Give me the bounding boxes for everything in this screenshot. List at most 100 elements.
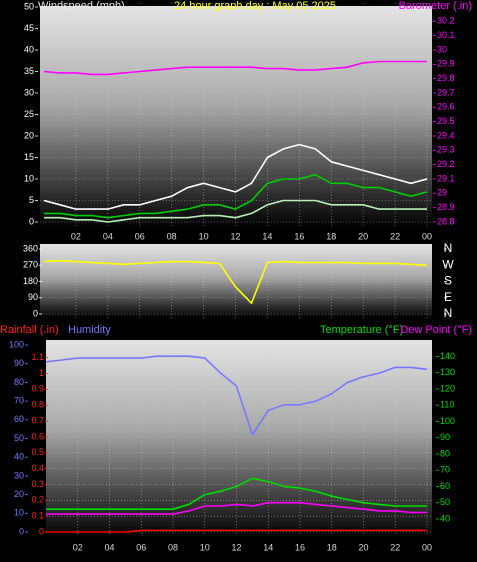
series-line bbox=[43, 143, 428, 210]
series-name: Temperature (°F) bbox=[320, 324, 403, 336]
x-tick-label: 00 bbox=[422, 231, 432, 241]
y-tick-label: 60 bbox=[14, 414, 24, 424]
y-tick-label: 0 bbox=[39, 526, 44, 536]
x-tick-label: 18 bbox=[326, 231, 336, 241]
x-tick-label: 04 bbox=[104, 542, 114, 552]
y-tick-label: 130 bbox=[440, 367, 455, 377]
x-tick-label: 10 bbox=[200, 542, 210, 552]
series-line bbox=[44, 199, 427, 223]
y-tick-label: 29 bbox=[437, 188, 447, 198]
y-tick-label: E bbox=[444, 290, 452, 304]
y-tick-label: 0.4 bbox=[31, 463, 44, 473]
y-tick-label: 30.2 bbox=[437, 16, 455, 26]
y-tick-label: 100 bbox=[9, 339, 24, 349]
y-tick-label: 90 bbox=[14, 358, 24, 368]
x-tick-label: 22 bbox=[390, 231, 400, 241]
y-tick-label: 0.6 bbox=[31, 431, 44, 441]
series-name: Rainfall (.in) bbox=[0, 324, 59, 336]
y-tick-label: 270 bbox=[23, 260, 38, 270]
y-tick-label: 29.8 bbox=[437, 73, 455, 83]
y-tick-label: 29.1 bbox=[437, 173, 455, 183]
y-tick-label: N bbox=[444, 241, 453, 255]
x-tick-label: 08 bbox=[167, 231, 177, 241]
y-tick-label: 0 bbox=[29, 216, 34, 226]
y-tick-label: 90 bbox=[440, 432, 450, 442]
series-line bbox=[46, 529, 427, 533]
y-tick-label: 0 bbox=[33, 308, 38, 318]
y-tick-label: 29.2 bbox=[437, 159, 455, 169]
y-tick-label: 28.9 bbox=[437, 202, 455, 212]
y-tick-label: 29.5 bbox=[437, 116, 455, 126]
y-tick-label: 29.4 bbox=[437, 130, 455, 140]
series-name: Barometer (.in) bbox=[399, 0, 472, 12]
x-tick-label: 18 bbox=[327, 542, 337, 552]
y-tick-label: 0.7 bbox=[31, 415, 44, 425]
x-tick-label: 04 bbox=[103, 231, 113, 241]
x-tick-label: 10 bbox=[199, 231, 209, 241]
y-tick-label: 360 bbox=[23, 243, 38, 253]
y-tick-label: 40 bbox=[14, 452, 24, 462]
y-tick-label: 30 bbox=[437, 44, 447, 54]
x-tick-label: 14 bbox=[262, 231, 272, 241]
y-tick-label: 0.2 bbox=[31, 495, 44, 505]
y-tick-label: S bbox=[444, 274, 452, 288]
series-name: Windspeed (mph) bbox=[38, 0, 125, 12]
y-tick-label: 29.7 bbox=[437, 87, 455, 97]
y-tick-label: 0.3 bbox=[31, 479, 44, 489]
y-tick-label: 1.1 bbox=[31, 352, 44, 362]
series-name: Dew Point (°F) bbox=[400, 324, 472, 336]
series-line bbox=[46, 501, 427, 515]
y-tick-label: 140 bbox=[440, 351, 455, 361]
panel-wind bbox=[40, 6, 432, 228]
y-tick-label: 30.1 bbox=[437, 30, 455, 40]
y-tick-label: 29.9 bbox=[437, 59, 455, 69]
x-tick-label: 16 bbox=[295, 542, 305, 552]
y-tick-label: 40 bbox=[24, 44, 34, 54]
x-tick-label: 02 bbox=[73, 542, 83, 552]
y-tick-label: 90 bbox=[28, 292, 38, 302]
y-tick-label: 0.1 bbox=[31, 511, 44, 521]
x-tick-label: 22 bbox=[390, 542, 400, 552]
x-tick-label: 00 bbox=[422, 542, 432, 552]
y-tick-label: 50 bbox=[440, 497, 450, 507]
y-tick-label: 20 bbox=[24, 130, 34, 140]
y-tick-label: 80 bbox=[14, 377, 24, 387]
y-tick-label: 50 bbox=[24, 1, 34, 11]
y-tick-label: 120 bbox=[440, 383, 455, 393]
y-tick-label: 0.9 bbox=[31, 384, 44, 394]
y-tick-label: 110 bbox=[440, 400, 454, 410]
series-name: Humidity bbox=[68, 324, 111, 336]
chart-title: 24 hour graph day : May 05 2025 bbox=[174, 0, 336, 12]
y-tick-label: 60 bbox=[440, 481, 450, 491]
y-tick-label: 1 bbox=[39, 368, 44, 378]
y-tick-label: 35 bbox=[24, 66, 34, 76]
y-tick-label: 10 bbox=[14, 508, 24, 518]
y-tick-label: 5 bbox=[29, 195, 34, 205]
x-tick-label: 12 bbox=[230, 231, 240, 241]
x-tick-label: 06 bbox=[136, 542, 146, 552]
y-tick-label: 28.8 bbox=[437, 216, 455, 226]
y-tick-label: N bbox=[444, 306, 453, 320]
x-tick-label: 02 bbox=[71, 231, 81, 241]
y-tick-label: 25 bbox=[24, 109, 34, 119]
x-tick-label: 20 bbox=[358, 542, 368, 552]
y-tick-label: 45 bbox=[24, 23, 34, 33]
y-tick-label: 10 bbox=[24, 173, 34, 183]
y-tick-label: 70 bbox=[440, 465, 450, 475]
series-line bbox=[45, 355, 428, 436]
series-line bbox=[46, 477, 427, 510]
y-tick-label: 180 bbox=[23, 276, 38, 286]
y-tick-label: W bbox=[442, 257, 454, 271]
series-line bbox=[43, 60, 427, 76]
x-tick-label: 16 bbox=[294, 231, 304, 241]
y-tick-label: 30 bbox=[24, 87, 34, 97]
x-tick-label: 06 bbox=[135, 231, 145, 241]
series-line bbox=[43, 259, 428, 304]
y-tick-label: 29.6 bbox=[437, 102, 455, 112]
y-tick-label: 0 bbox=[19, 526, 24, 536]
y-tick-label: 70 bbox=[14, 395, 24, 405]
y-tick-label: 100 bbox=[440, 416, 455, 426]
series-line bbox=[44, 173, 428, 219]
y-tick-label: 30 bbox=[14, 470, 24, 480]
